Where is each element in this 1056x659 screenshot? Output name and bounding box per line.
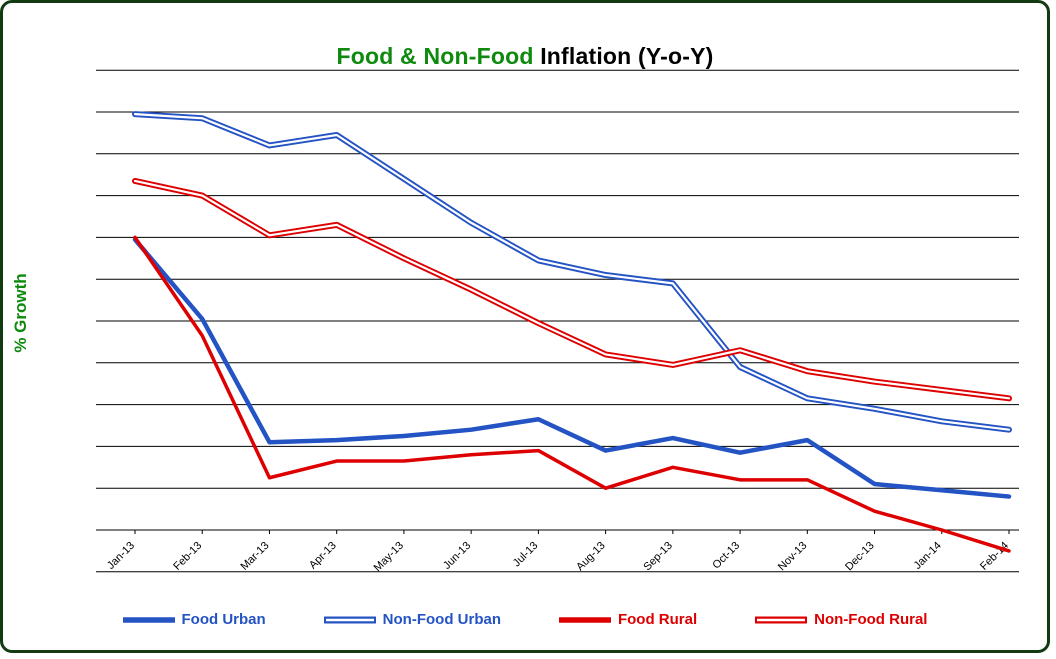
- x-axis-tick-label: Jun-13: [441, 540, 473, 572]
- x-axis-tick-label: May-13: [372, 540, 406, 574]
- x-axis-tick-label: Jul-13: [511, 540, 541, 570]
- chart-title: Food & Non-Food Inflation (Y-o-Y): [3, 43, 1047, 70]
- x-axis-tick-label: Feb-13: [171, 540, 204, 573]
- legend-swatch: [122, 616, 175, 623]
- x-axis-tick-label: Oct-13: [710, 540, 742, 572]
- legend-item: Non-Food Urban: [323, 611, 501, 628]
- series-line-non-food-rural: [132, 177, 1012, 402]
- series-line-food-urban: [132, 237, 1012, 499]
- legend-item: Food Rural: [558, 611, 698, 628]
- line-chart: Jan-13 Feb-13 Mar-13 Apr-13 May-13 Jun-13 Jul-…: [96, 69, 1019, 574]
- legend-label: Food Rural: [617, 611, 698, 628]
- x-axis-tick-label: Dec-13: [843, 540, 877, 574]
- legend-swatch: [323, 616, 376, 623]
- legend-label: Food Urban: [181, 611, 266, 628]
- x-axis-tick-label: Mar-13: [238, 540, 271, 573]
- x-axis-tick-label: Apr-13: [307, 540, 339, 572]
- x-axis-tick-label: Nov-13: [776, 540, 810, 574]
- x-axis-tick-label: Aug-13: [574, 540, 608, 574]
- legend-swatch: [558, 616, 611, 623]
- legend-item: Non-Food Rural: [755, 611, 927, 628]
- x-axis-tick-label: Jan-14: [912, 540, 944, 572]
- series-line-core-non-food-rural: [133, 179, 1011, 400]
- x-axis-tick-label: Jan-13: [105, 540, 137, 572]
- legend-swatch: [755, 616, 808, 623]
- series-line-core-non-food-urban: [133, 112, 1011, 431]
- legend: Food Urban Non-Food Urban Food Rural Non-Fo…: [3, 611, 1047, 628]
- legend-label: Non-Food Urban: [382, 611, 501, 628]
- legend-item: Food Urban: [122, 611, 266, 628]
- chart-title-black: Inflation (Y-o-Y): [533, 43, 714, 69]
- y-axis-label: % Growth: [11, 273, 30, 353]
- x-axis-tick-label: Sep-13: [641, 540, 675, 574]
- legend-label: Non-Food Rural: [814, 611, 928, 628]
- series-line-food-rural: [133, 235, 1011, 553]
- chart-title-green: Food & Non-Food: [336, 43, 534, 69]
